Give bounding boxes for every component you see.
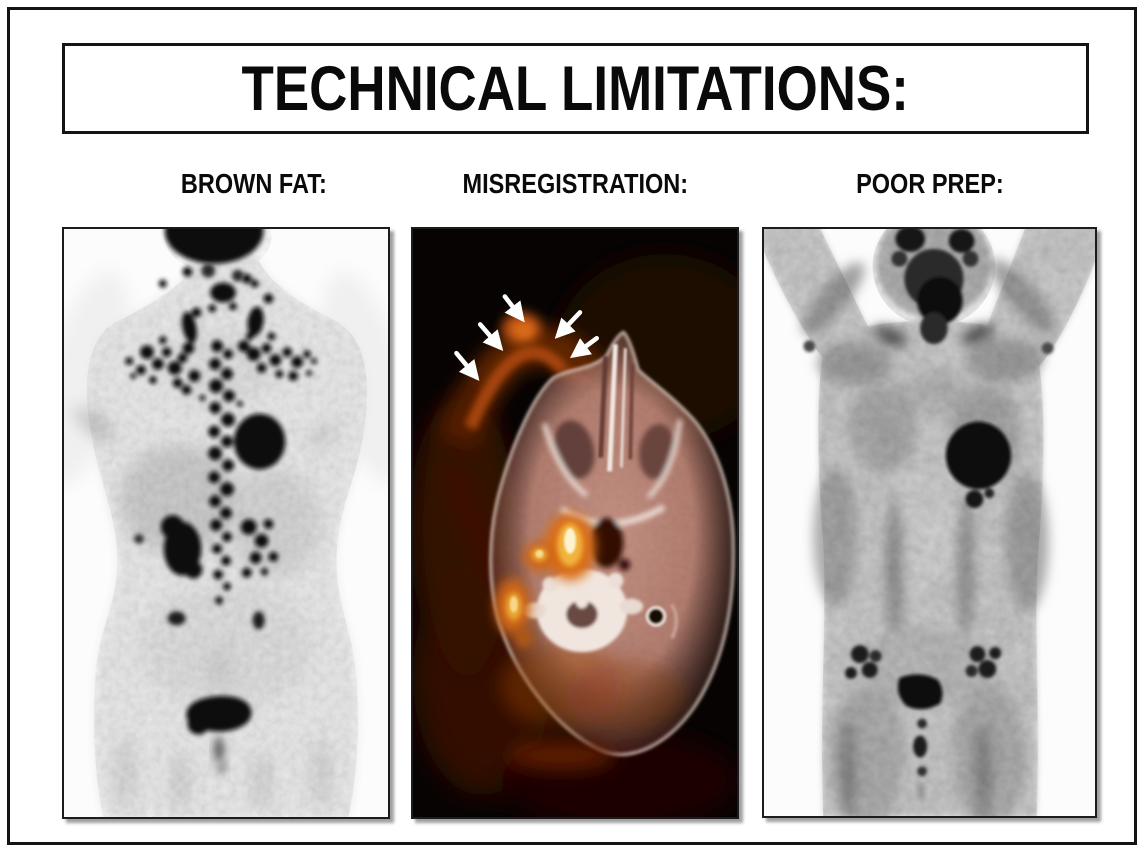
dark-features: [803, 229, 1054, 777]
title-box: TECHNICAL LIMITATIONS:: [62, 43, 1089, 134]
misregistration-arrows: [454, 294, 600, 381]
ct-head: [489, 330, 735, 772]
brown-fat-scan-panel: [62, 227, 390, 819]
poor-prep-scan-image: [764, 229, 1095, 816]
slide-title: TECHNICAL LIMITATIONS:: [241, 53, 910, 124]
ear-canal: [645, 603, 679, 640]
pet-hotspots: [494, 513, 596, 649]
panel-label-brown-fat: BROWN FAT:: [181, 168, 327, 199]
misregistration-scan-image: [413, 229, 737, 817]
vertebra: [522, 568, 644, 653]
panel-label-misregistration: MISREGISTRATION:: [462, 168, 688, 199]
misregistration-scan-panel: [411, 227, 739, 819]
panel-label-poor-prep: POOR PREP:: [855, 168, 1004, 199]
uptake-blobs: [125, 229, 317, 735]
brown-fat-scan-image: [64, 229, 388, 817]
poor-prep-scan-panel: [762, 227, 1097, 818]
